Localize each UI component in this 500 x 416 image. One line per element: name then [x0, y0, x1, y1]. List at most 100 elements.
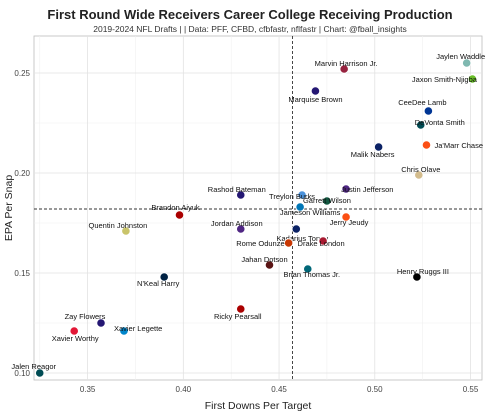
data-point: Jameson Williams	[280, 202, 341, 217]
team-logo-marker	[284, 238, 294, 248]
point-label: Henry Ruggs III	[397, 267, 449, 276]
y-tick-label: 0.20	[14, 169, 30, 178]
point-label: Kadarius Toney	[277, 234, 329, 243]
data-point: Jahan Dotson	[241, 255, 288, 270]
point-label: Brian Thomas Jr.	[283, 270, 340, 279]
x-tick-label: 0.40	[176, 385, 192, 394]
team-logo-marker	[291, 224, 301, 234]
point-label: Chris Olave	[401, 165, 440, 174]
data-point: Justin Jefferson	[341, 184, 393, 194]
data-point: Kadarius Toney	[277, 224, 329, 243]
data-point: Quentin Johnston	[88, 221, 147, 236]
point-label: Jameson Williams	[280, 208, 341, 217]
point-label: Xavier Worthy	[52, 334, 99, 343]
team-logo-marker	[121, 226, 131, 236]
data-point: Brandon Aiyuk	[151, 203, 200, 220]
data-point: Garrett Wilson	[303, 196, 351, 206]
team-logo-marker	[341, 212, 351, 222]
team-logo-marker	[421, 140, 432, 150]
point-label: Marquise Brown	[288, 95, 342, 104]
grid-lines	[34, 36, 482, 380]
data-point: Malik Nabers	[351, 142, 395, 159]
team-logo-marker	[318, 236, 328, 246]
team-logo-marker	[414, 170, 424, 180]
x-axis-ticks: 0.35 0.40 0.45 0.50 0.55	[80, 385, 479, 394]
point-label: DeVonta Smith	[415, 118, 465, 127]
point-label: Ja'Marr Chase	[434, 141, 483, 150]
team-logo-marker	[264, 260, 275, 270]
x-tick-label: 0.35	[80, 385, 96, 394]
team-logo-marker	[69, 326, 79, 336]
point-label: Jaxon Smith-Njigba	[412, 75, 478, 84]
data-point: DeVonta Smith	[415, 118, 465, 130]
team-logo-marker	[236, 190, 246, 200]
data-point: Jerry Jeudy	[330, 212, 369, 227]
y-axis-label: EPA Per Snap	[3, 175, 15, 242]
team-logo-marker	[236, 304, 246, 314]
point-label: Jerry Jeudy	[330, 218, 369, 227]
data-point: Chris Olave	[401, 165, 440, 180]
point-label: Quentin Johnston	[88, 221, 147, 230]
x-tick-label: 0.55	[463, 385, 479, 394]
point-label: Jordan Addison	[211, 219, 263, 228]
y-axis-ticks: 0.10 0.15 0.20 0.25	[14, 69, 30, 378]
data-points: Jaylen Waddle Marvin Harrison Jr. Jaxon Sm…	[11, 52, 485, 378]
data-point: Brian Thomas Jr.	[283, 264, 340, 279]
point-label: Brandon Aiyuk	[151, 203, 200, 212]
team-logo-marker	[119, 326, 129, 336]
team-logo-marker	[310, 86, 321, 96]
point-label: Garrett Wilson	[303, 196, 351, 205]
team-logo-marker	[416, 120, 426, 130]
team-logo-marker	[297, 190, 307, 200]
team-logo-marker	[462, 58, 472, 68]
team-logo-marker	[322, 196, 332, 206]
data-point: Ricky Pearsall	[214, 304, 262, 321]
data-point: Henry Ruggs III	[397, 267, 449, 282]
data-point: Marvin Harrison Jr.	[315, 59, 378, 74]
team-logo-marker	[303, 264, 313, 274]
x-axis-label: First Downs Per Target	[205, 400, 312, 412]
data-point: Marquise Brown	[288, 86, 343, 104]
data-point: Xavier Legette	[114, 324, 162, 336]
team-logo-marker	[374, 142, 384, 152]
data-point: Jaxon Smith-Njigba	[412, 74, 478, 84]
chart-title: First Round Wide Receivers Career Colleg…	[47, 7, 453, 22]
team-logo-marker	[236, 224, 246, 234]
point-label: Drake London	[298, 239, 345, 248]
point-label: Xavier Legette	[114, 324, 162, 333]
data-point: Rashod Bateman	[208, 185, 266, 200]
data-point: Drake London	[298, 236, 345, 248]
point-label: N'Keal Harry	[137, 279, 180, 288]
plot-panel	[33, 35, 483, 381]
y-tick-label: 0.25	[14, 69, 30, 78]
point-label: CeeDee Lamb	[398, 98, 446, 107]
data-point: Jordan Addison	[211, 219, 263, 234]
team-logo-marker	[35, 368, 45, 378]
point-label: Zay Flowers	[65, 312, 106, 321]
point-label: Jahan Dotson	[241, 255, 287, 264]
team-logo-marker	[339, 64, 349, 74]
team-logo-marker	[412, 272, 422, 282]
data-point: CeeDee Lamb	[398, 98, 447, 116]
y-tick-label: 0.10	[14, 369, 30, 378]
team-logo-marker	[159, 272, 169, 282]
data-point: Zay Flowers	[65, 312, 106, 328]
point-label: Ricky Pearsall	[214, 312, 262, 321]
point-label: Justin Jefferson	[341, 185, 393, 194]
reference-lines	[34, 36, 482, 380]
team-logo-marker	[423, 106, 433, 116]
x-tick-label: 0.45	[271, 385, 287, 394]
team-logo-marker	[96, 318, 106, 328]
point-label: Rome Odunze	[236, 239, 284, 248]
point-label: Marvin Harrison Jr.	[315, 59, 378, 68]
point-label: Jalen Reagor	[11, 362, 56, 371]
data-point: Xavier Worthy	[52, 326, 99, 343]
team-logo-marker	[174, 210, 185, 220]
chart-subtitle: 2019-2024 NFL Drafts | | Data: PFF, CFBD…	[93, 24, 407, 34]
point-label: Rashod Bateman	[208, 185, 266, 194]
point-label: Malik Nabers	[351, 150, 395, 159]
team-logo-marker	[341, 184, 351, 194]
data-point: Treylon Burks	[269, 190, 315, 201]
team-logo-marker	[467, 74, 478, 84]
